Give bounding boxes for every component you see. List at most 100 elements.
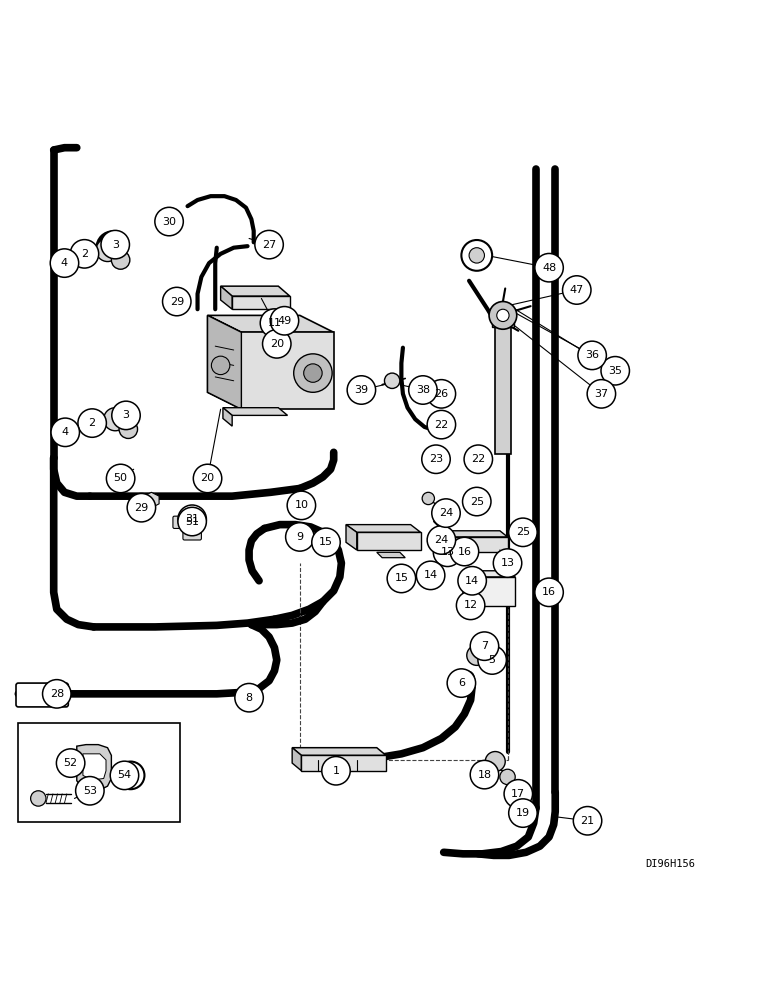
Text: 3: 3 [112,240,119,250]
Text: 22: 22 [435,420,449,430]
Text: 54: 54 [117,770,131,780]
Text: 24: 24 [435,535,449,545]
Circle shape [78,409,107,437]
Polygon shape [301,755,386,771]
Circle shape [574,807,601,835]
Text: 28: 28 [49,689,64,699]
Polygon shape [346,525,421,532]
Bar [495,327,510,454]
Circle shape [416,561,445,590]
Text: 13: 13 [441,547,455,557]
Text: 26: 26 [435,389,449,399]
Circle shape [462,487,491,516]
Text: 1: 1 [333,766,340,776]
Text: 25: 25 [469,497,484,507]
Polygon shape [223,408,232,426]
Text: 12: 12 [463,600,478,610]
Polygon shape [454,537,507,552]
Text: 6: 6 [458,678,465,688]
Circle shape [212,356,230,375]
Text: 22: 22 [471,454,486,464]
Circle shape [499,769,515,785]
Circle shape [462,240,493,271]
Text: 37: 37 [594,389,608,399]
Polygon shape [292,748,386,755]
Polygon shape [357,532,421,550]
Text: 4: 4 [61,258,68,268]
Circle shape [163,287,191,316]
Text: 49: 49 [277,316,292,326]
Circle shape [563,276,591,304]
Circle shape [56,749,85,777]
Circle shape [262,330,291,358]
Circle shape [260,309,289,337]
Circle shape [450,537,479,566]
Circle shape [535,253,564,282]
Text: 16: 16 [542,587,556,597]
Circle shape [286,523,314,551]
Text: 25: 25 [516,527,530,537]
Text: 11: 11 [267,318,282,328]
Text: 15: 15 [319,537,333,547]
Circle shape [427,410,455,439]
Text: 20: 20 [201,473,215,483]
Circle shape [96,238,119,262]
Text: 9: 9 [296,532,303,542]
FancyBboxPatch shape [16,683,68,707]
Bar [19,723,180,822]
Circle shape [117,762,144,789]
Polygon shape [83,754,106,780]
Circle shape [427,526,455,554]
Circle shape [478,646,506,674]
Text: 18: 18 [477,770,492,780]
Circle shape [447,669,476,697]
Circle shape [178,507,206,536]
Text: 31: 31 [185,514,199,524]
Circle shape [235,683,263,712]
Polygon shape [463,571,469,606]
Text: 29: 29 [170,297,184,307]
Text: 16: 16 [458,547,472,557]
Text: 13: 13 [500,558,514,568]
Circle shape [312,528,340,557]
Circle shape [601,357,629,385]
Text: 24: 24 [438,508,453,518]
Text: 48: 48 [542,263,556,273]
Circle shape [127,493,156,522]
Text: 3: 3 [123,410,130,420]
Text: 39: 39 [354,385,368,395]
Circle shape [489,302,516,329]
Text: 36: 36 [585,350,599,360]
Circle shape [432,499,460,527]
FancyBboxPatch shape [173,516,195,528]
Text: 51: 51 [185,517,199,527]
Polygon shape [292,748,301,771]
Text: 19: 19 [516,808,530,818]
Text: 50: 50 [113,473,127,483]
Circle shape [422,492,435,505]
Polygon shape [446,531,507,537]
Circle shape [50,249,79,277]
Text: 14: 14 [465,576,479,586]
Text: 4: 4 [62,427,69,437]
Polygon shape [76,745,111,791]
Circle shape [270,307,299,335]
Circle shape [107,464,135,493]
Polygon shape [208,315,242,409]
Text: 15: 15 [394,573,408,583]
Polygon shape [469,577,515,606]
Polygon shape [144,492,159,508]
Circle shape [427,380,455,408]
Text: 53: 53 [83,786,96,796]
Circle shape [293,354,332,392]
Polygon shape [242,332,334,409]
Circle shape [193,464,222,493]
Circle shape [124,768,137,782]
Circle shape [287,491,316,520]
Circle shape [486,752,505,772]
Circle shape [322,757,350,785]
Circle shape [459,671,475,686]
Circle shape [387,564,415,593]
Circle shape [464,445,493,473]
Text: 27: 27 [262,240,276,250]
